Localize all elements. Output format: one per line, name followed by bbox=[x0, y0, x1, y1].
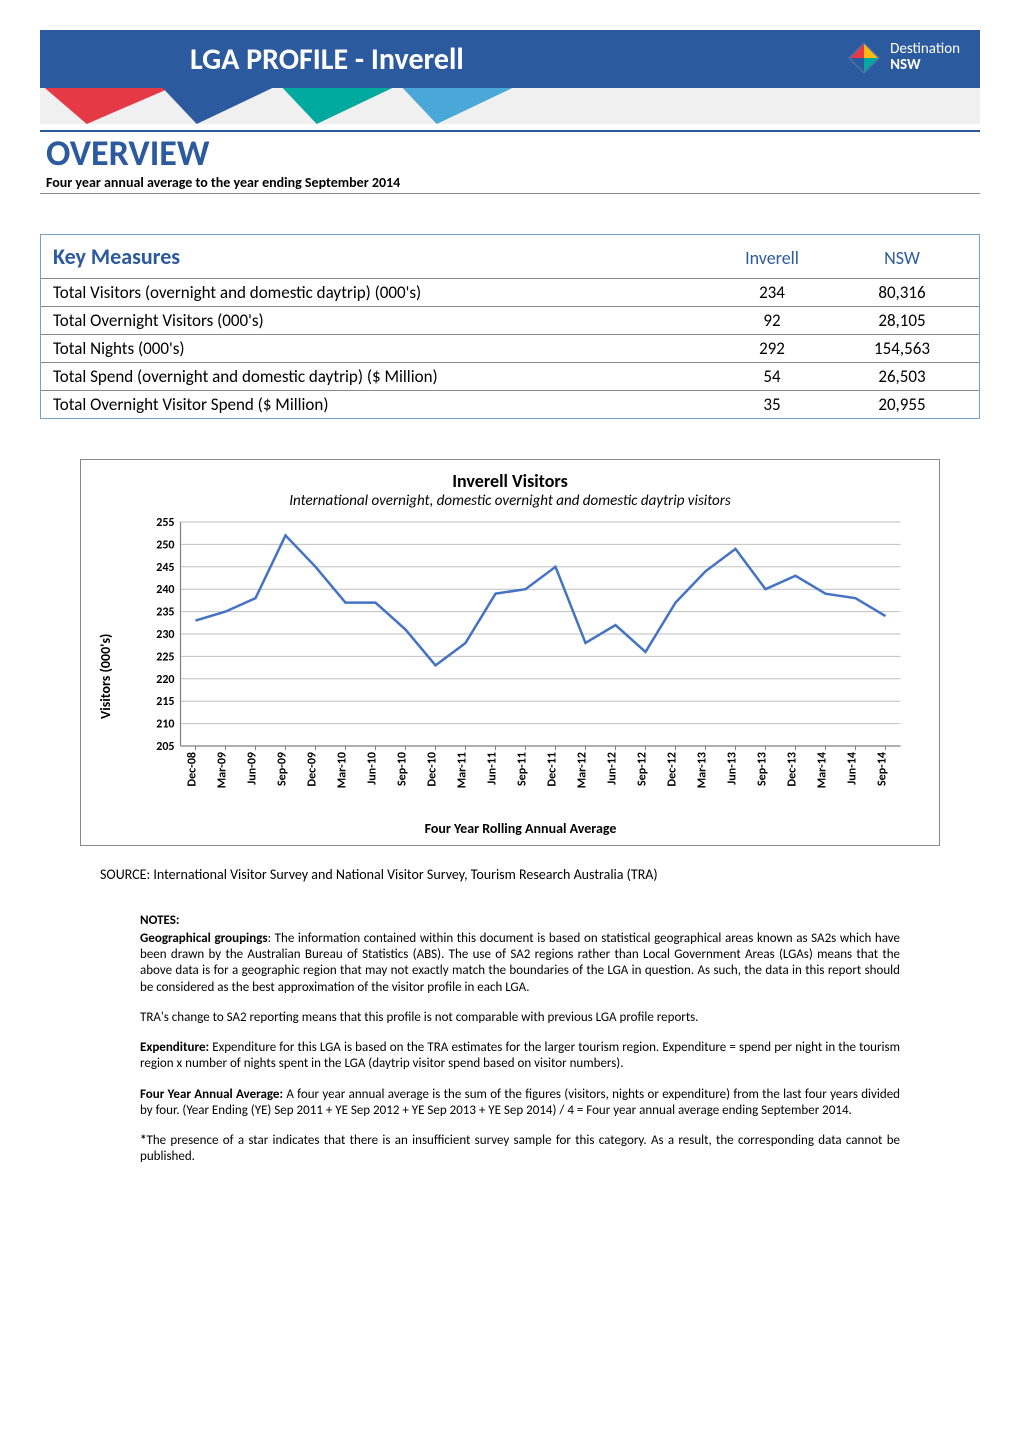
svg-text:230: 230 bbox=[156, 628, 174, 642]
svg-text:Sep-09: Sep-09 bbox=[276, 752, 290, 786]
metric-label: Total Spend (overnight and domestic dayt… bbox=[53, 366, 707, 387]
svg-text:Jun-09: Jun-09 bbox=[246, 752, 260, 785]
svg-text:Sep-10: Sep-10 bbox=[396, 752, 410, 786]
metric-val-nsw: 154,563 bbox=[837, 338, 967, 359]
chart-svg: 205 210 215 220 225 230 235 240 245 250 255 Dec-08 M… bbox=[116, 516, 925, 816]
svg-text:Mar-10: Mar-10 bbox=[336, 752, 350, 788]
svg-text:Dec-10: Dec-10 bbox=[426, 752, 440, 786]
metric-label: Total Overnight Visitor Spend ($ Million… bbox=[53, 394, 707, 415]
logo-icon bbox=[844, 38, 884, 78]
svg-text:Sep-14: Sep-14 bbox=[876, 752, 890, 786]
svg-text:Jun-11: Jun-11 bbox=[486, 752, 500, 785]
notes-section: NOTES: Geographical groupings: The infor… bbox=[140, 913, 900, 1166]
svg-text:Mar-13: Mar-13 bbox=[696, 752, 710, 788]
metric-val-nsw: 80,316 bbox=[837, 282, 967, 303]
visitors-chart: Inverell Visitors International overnigh… bbox=[80, 459, 940, 846]
svg-text:250: 250 bbox=[156, 538, 174, 552]
notes-p4-bold: Four Year Annual Average: bbox=[140, 1087, 283, 1102]
notes-p1-bold: Geographical groupings bbox=[140, 931, 268, 946]
svg-text:215: 215 bbox=[156, 695, 174, 709]
col-header-inverell: Inverell bbox=[707, 243, 837, 270]
metric-val-inverell: 54 bbox=[707, 366, 837, 387]
overview-section: OVERVIEW Four year annual average to the… bbox=[40, 130, 980, 194]
overview-title: OVERVIEW bbox=[46, 134, 974, 174]
metric-val-inverell: 35 bbox=[707, 394, 837, 415]
source-line: SOURCE: International Visitor Survey and… bbox=[100, 866, 920, 883]
svg-text:225: 225 bbox=[156, 650, 174, 664]
metric-label: Total Nights (000's) bbox=[53, 338, 707, 359]
table-row: Total Nights (000's)292154,563 bbox=[41, 335, 979, 363]
table-row: Total Overnight Visitor Spend ($ Million… bbox=[41, 391, 979, 418]
svg-text:255: 255 bbox=[156, 516, 174, 530]
svg-text:220: 220 bbox=[156, 672, 174, 686]
table-row: Total Visitors (overnight and domestic d… bbox=[41, 279, 979, 307]
svg-text:Jun-13: Jun-13 bbox=[726, 752, 740, 785]
svg-text:Jun-10: Jun-10 bbox=[366, 752, 380, 785]
notes-p3-bold: Expenditure: bbox=[140, 1040, 209, 1055]
svg-text:210: 210 bbox=[156, 717, 174, 731]
brand-logo: Destination NSW bbox=[844, 38, 960, 78]
svg-text:Jun-14: Jun-14 bbox=[846, 752, 860, 785]
metric-label: Total Overnight Visitors (000's) bbox=[53, 310, 707, 331]
svg-text:Dec-12: Dec-12 bbox=[666, 752, 680, 786]
notes-p3-text: Expenditure for this LGA is based on the… bbox=[140, 1040, 900, 1071]
svg-text:Dec-09: Dec-09 bbox=[306, 752, 320, 786]
logo-text: Destination NSW bbox=[890, 42, 960, 74]
svg-text:Mar-14: Mar-14 bbox=[816, 752, 830, 788]
notes-p3: Expenditure: Expenditure for this LGA is… bbox=[140, 1040, 900, 1073]
notes-p4: Four Year Annual Average: A four year an… bbox=[140, 1087, 900, 1120]
chart-title: Inverell Visitors bbox=[95, 470, 925, 492]
header-band: LGA PROFILE - Inverell Destination NSW bbox=[40, 30, 980, 88]
table-header-row: Key Measures Inverell NSW bbox=[41, 235, 979, 279]
svg-text:Sep-11: Sep-11 bbox=[516, 752, 530, 786]
table-heading: Key Measures bbox=[53, 243, 707, 270]
metric-val-inverell: 292 bbox=[707, 338, 837, 359]
svg-text:Sep-13: Sep-13 bbox=[756, 752, 770, 786]
svg-text:235: 235 bbox=[156, 605, 174, 619]
notes-p5-text: The presence of a star indicates that th… bbox=[140, 1133, 900, 1164]
chart-ylabel: Visitors (000's) bbox=[95, 516, 116, 837]
svg-text:Mar-12: Mar-12 bbox=[576, 752, 590, 788]
logo-text-line2: NSW bbox=[890, 56, 920, 74]
page-title: LGA PROFILE - Inverell bbox=[190, 41, 464, 78]
key-measures-table: Key Measures Inverell NSW Total Visitors… bbox=[40, 234, 980, 419]
svg-text:205: 205 bbox=[156, 740, 174, 754]
metric-val-inverell: 234 bbox=[707, 282, 837, 303]
svg-text:Dec-13: Dec-13 bbox=[786, 752, 800, 786]
chart-subtitle: International overnight, domestic overni… bbox=[95, 492, 925, 510]
notes-p5: *The presence of a star indicates that t… bbox=[140, 1133, 900, 1166]
header-decor bbox=[40, 88, 980, 124]
svg-text:Jun-12: Jun-12 bbox=[606, 752, 620, 785]
metric-val-inverell: 92 bbox=[707, 310, 837, 331]
overview-subtitle: Four year annual average to the year end… bbox=[46, 174, 974, 193]
metric-label: Total Visitors (overnight and domestic d… bbox=[53, 282, 707, 303]
chart-xlabel: Four Year Rolling Annual Average bbox=[116, 820, 925, 837]
metric-val-nsw: 20,955 bbox=[837, 394, 967, 415]
svg-text:240: 240 bbox=[156, 583, 174, 597]
svg-text:245: 245 bbox=[156, 560, 174, 574]
table-row: Total Spend (overnight and domestic dayt… bbox=[41, 363, 979, 391]
svg-text:Mar-09: Mar-09 bbox=[216, 752, 230, 788]
metric-val-nsw: 28,105 bbox=[837, 310, 967, 331]
col-header-nsw: NSW bbox=[837, 243, 967, 270]
svg-text:Dec-08: Dec-08 bbox=[186, 752, 200, 786]
notes-p2: TRA's change to SA2 reporting means that… bbox=[140, 1010, 900, 1026]
metric-val-nsw: 26,503 bbox=[837, 366, 967, 387]
table-row: Total Overnight Visitors (000's)9228,105 bbox=[41, 307, 979, 335]
svg-text:Mar-11: Mar-11 bbox=[456, 752, 470, 788]
svg-text:Sep-12: Sep-12 bbox=[636, 752, 650, 786]
svg-text:Dec-11: Dec-11 bbox=[546, 752, 560, 786]
notes-heading: NOTES: bbox=[140, 913, 900, 929]
notes-p1: Geographical groupings: The information … bbox=[140, 931, 900, 996]
